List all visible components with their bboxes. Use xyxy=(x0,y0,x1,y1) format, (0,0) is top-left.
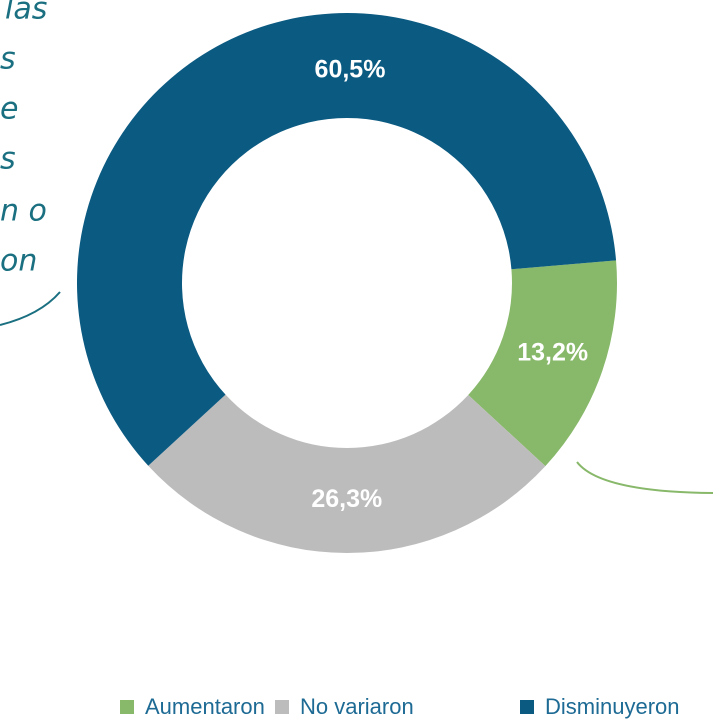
annotation: s xyxy=(0,142,16,177)
legend-label: Disminuyeron xyxy=(545,694,680,719)
connector xyxy=(0,291,61,326)
annotation: on xyxy=(0,244,37,279)
legend-label: No variaron xyxy=(300,694,414,719)
annotation: s xyxy=(0,42,16,77)
legend-swatch xyxy=(275,700,289,714)
legend: Aumentaron No variaron Disminuyeron xyxy=(120,694,680,719)
legend-swatch xyxy=(120,700,134,714)
legend-label: Aumentaron xyxy=(145,694,265,719)
value-label: 26,3% xyxy=(311,485,382,513)
annotations: las ses n o on xyxy=(0,0,47,279)
legend-swatch xyxy=(520,700,534,714)
value-label: 13,2% xyxy=(517,338,588,366)
donut-segment xyxy=(77,12,617,466)
value-label: 60,5% xyxy=(315,56,386,84)
annotation: e xyxy=(0,92,18,127)
annotation: n o xyxy=(0,194,47,229)
annotation: las xyxy=(5,0,47,27)
connector xyxy=(576,461,713,494)
donut: 13,2% 26,3% 60,5% xyxy=(77,12,617,553)
donut-segment xyxy=(468,260,617,467)
donut-segment xyxy=(148,394,546,553)
